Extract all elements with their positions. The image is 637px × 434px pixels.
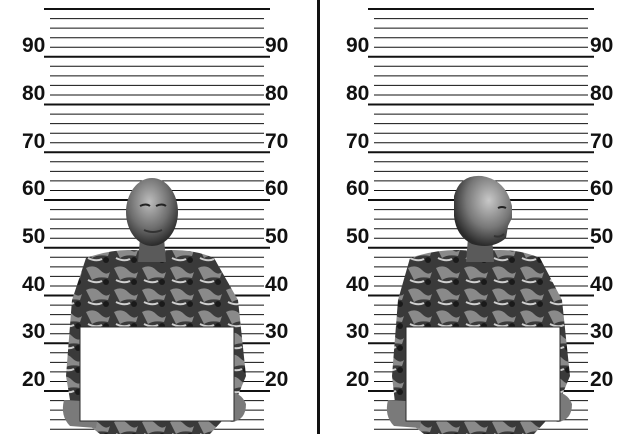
tick-left-40: 40 (22, 273, 46, 296)
tick-right-70: 70 (265, 130, 289, 153)
tick-right-60: 60 (265, 177, 289, 200)
head (126, 178, 178, 246)
tick-left-40: 40 (346, 273, 370, 296)
panel-divider (317, 0, 320, 434)
tick-right-50: 50 (265, 225, 289, 248)
tick-right-30: 30 (590, 320, 614, 343)
tick-right-80: 80 (590, 82, 614, 105)
tick-left-70: 70 (22, 130, 46, 153)
tick-left-20: 20 (346, 368, 370, 391)
tick-right-20: 20 (590, 368, 614, 391)
panel-profile-view: 90 80 70 60 50 40 30 20 90 80 70 60 50 4… (322, 0, 637, 434)
tick-left-50: 50 (22, 225, 46, 248)
tick-left-30: 30 (346, 320, 370, 343)
tick-left-50: 50 (346, 225, 370, 248)
tick-left-30: 30 (22, 320, 46, 343)
tick-left-80: 80 (22, 82, 46, 105)
tick-right-80: 80 (265, 82, 289, 105)
tick-right-90: 90 (590, 34, 614, 57)
tick-left-80: 80 (346, 82, 370, 105)
tick-left-20: 20 (22, 368, 46, 391)
tick-right-70: 70 (590, 130, 614, 153)
tick-right-90: 90 (265, 34, 289, 57)
tick-left-60: 60 (346, 177, 370, 200)
tick-right-60: 60 (590, 177, 614, 200)
tick-left-70: 70 (346, 130, 370, 153)
name-placard (79, 326, 235, 422)
suspect-front-figure (62, 178, 246, 434)
tick-right-50: 50 (590, 225, 614, 248)
tick-right-30: 30 (265, 320, 289, 343)
tick-right-20: 20 (265, 368, 289, 391)
tick-right-40: 40 (265, 273, 289, 296)
tick-right-40: 40 (590, 273, 614, 296)
name-placard (405, 326, 561, 422)
tick-left-60: 60 (22, 177, 46, 200)
suspect-profile-figure (386, 175, 572, 434)
head (454, 175, 512, 246)
tick-left-90: 90 (22, 34, 46, 57)
tick-left-90: 90 (346, 34, 370, 57)
panel-front-view: 90 80 70 60 50 40 30 20 90 80 70 60 50 4… (0, 0, 316, 434)
